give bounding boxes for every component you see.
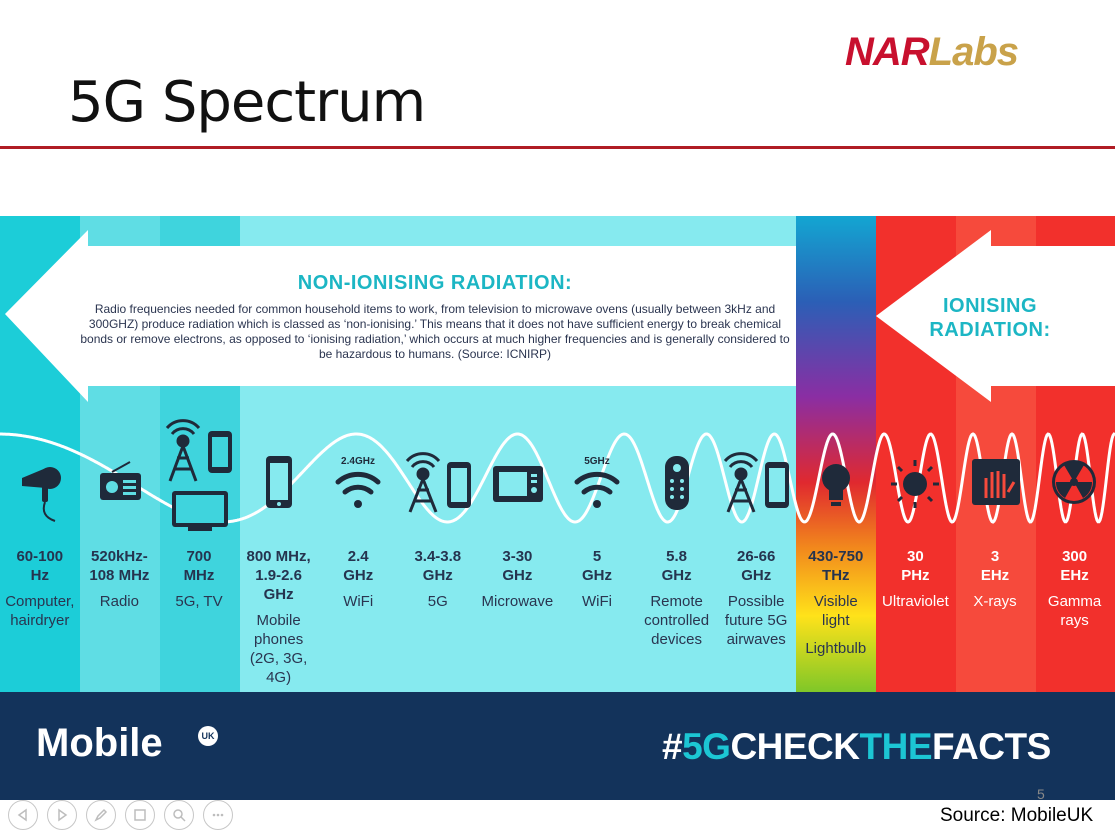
frequency-label: 2.4 GHz bbox=[343, 548, 374, 584]
slides-button[interactable] bbox=[125, 800, 155, 830]
spectrum-infographic: NON-IONISING RADIATION: Radio frequencie… bbox=[0, 216, 1115, 800]
frequency-label: 26-66 GHz bbox=[737, 548, 776, 584]
use-label: 5G, TV bbox=[175, 593, 223, 610]
pen-button[interactable] bbox=[86, 800, 116, 830]
page-number: 5 bbox=[1037, 786, 1045, 802]
frequency-label: 300 EHz bbox=[1060, 548, 1089, 584]
visible-light-stripe bbox=[796, 216, 876, 692]
use-label: Gamma rays bbox=[1047, 593, 1102, 629]
ionising-arrow bbox=[876, 230, 1115, 402]
frequency-label: 30 PHz bbox=[901, 548, 930, 584]
hashtag: #5GCHECKTHEFACTS bbox=[662, 726, 1051, 767]
use-label: 5G bbox=[427, 593, 448, 610]
frequency-label: 3.4-3.8 GHz bbox=[414, 548, 462, 584]
narlabs-logo: NARLabs bbox=[845, 30, 1019, 74]
use-label: Visible light Lightbulb bbox=[805, 593, 867, 657]
frequency-label: 3-30 GHz bbox=[502, 548, 533, 584]
frequency-label: 3 EHz bbox=[980, 548, 1010, 584]
use-label: Ultraviolet bbox=[882, 593, 949, 610]
frequency-label: 700 MHz bbox=[183, 548, 215, 584]
footer-band bbox=[0, 692, 1115, 800]
use-label: X-rays bbox=[973, 593, 1017, 610]
non-ionising-description: Radio frequencies needed for common hous… bbox=[80, 302, 790, 361]
frequency-label: 800 MHz, 1.9-2.6 GHz bbox=[246, 548, 311, 603]
title-divider bbox=[0, 146, 1115, 149]
use-label: Radio bbox=[99, 593, 139, 610]
use-label: Microwave bbox=[481, 593, 554, 610]
ionising-heading: IONISING RADIATION: bbox=[929, 295, 1051, 341]
frequency-label: 60-100 Hz bbox=[16, 548, 64, 584]
zoom-button[interactable] bbox=[164, 800, 194, 830]
frequency-label: 430-750 THz bbox=[808, 548, 864, 584]
non-ionising-arrow bbox=[5, 230, 796, 402]
arrows-and-wave bbox=[0, 230, 1115, 524]
use-label: WiFi bbox=[343, 593, 374, 610]
prev-slide-button[interactable] bbox=[8, 800, 38, 830]
presentation-toolbar bbox=[8, 800, 233, 830]
uk-badge: UK bbox=[198, 726, 218, 746]
use-label: Possible future 5G airwaves bbox=[724, 593, 788, 648]
more-options-button[interactable] bbox=[203, 800, 233, 830]
slide-title: 5G Spectrum bbox=[68, 70, 426, 135]
frequency-wave bbox=[0, 432, 1115, 524]
use-label: Computer, hairdryer bbox=[5, 593, 75, 629]
use-label: Remote controlled devices bbox=[644, 593, 710, 648]
mobileuk-brand: Mobile bbox=[36, 721, 163, 765]
frequency-label: 520kHz- 108 MHz bbox=[89, 548, 150, 584]
non-ionising-heading: NON-IONISING RADIATION: bbox=[297, 272, 573, 294]
use-label: WiFi bbox=[581, 593, 612, 610]
use-label: Mobile phones (2G, 3G, 4G) bbox=[249, 612, 308, 686]
frequency-label: 5 GHz bbox=[581, 548, 612, 584]
source-caption: Source: MobileUK bbox=[940, 805, 1094, 826]
next-slide-button[interactable] bbox=[47, 800, 77, 830]
frequency-label: 5.8 GHz bbox=[661, 548, 692, 584]
